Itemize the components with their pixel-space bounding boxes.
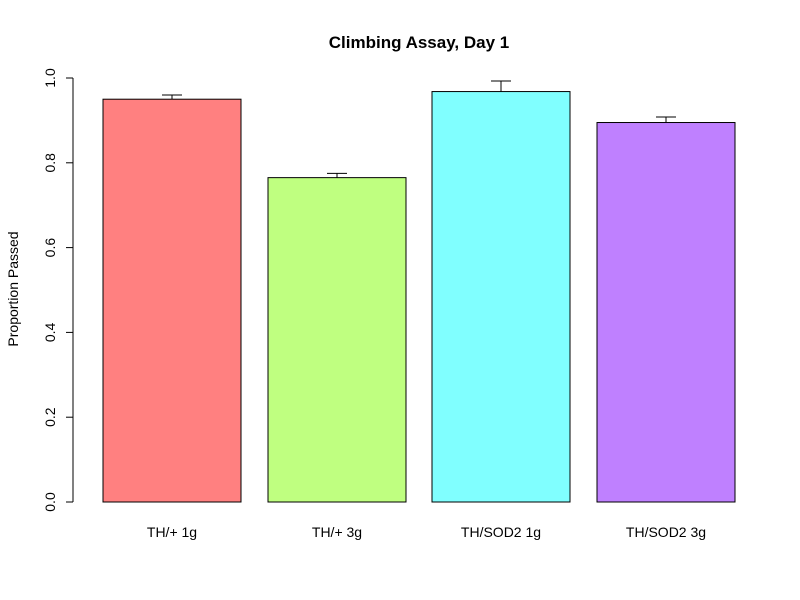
bar-3 (431, 91, 571, 503)
bar-4 (596, 122, 736, 503)
x-tick-label: TH/+ 3g (312, 524, 362, 540)
bar-2 (267, 177, 407, 503)
error-bars-group (162, 80, 676, 178)
x-tick-labels: TH/+ 1g TH/+ 3g TH/SOD2 1g TH/SOD2 3g (147, 524, 706, 540)
y-axis-label: Proportion Passed (5, 231, 21, 346)
y-tick-label: 0.0 (42, 492, 58, 512)
y-tick-label: 0.2 (42, 407, 58, 427)
y-axis: 0.0 0.2 0.4 0.6 0.8 1.0 (42, 68, 74, 512)
bar-1 (102, 98, 242, 503)
x-tick-label: TH/SOD2 3g (626, 524, 706, 540)
chart-title: Climbing Assay, Day 1 (329, 33, 509, 52)
y-tick-label: 0.6 (42, 238, 58, 258)
x-tick-label: TH/+ 1g (147, 524, 197, 540)
bars-group (102, 91, 736, 503)
y-tick-label: 0.4 (42, 322, 58, 342)
x-tick-label: TH/SOD2 1g (461, 524, 541, 540)
y-tick-label: 1.0 (42, 68, 58, 88)
y-tick-label: 0.8 (42, 153, 58, 173)
